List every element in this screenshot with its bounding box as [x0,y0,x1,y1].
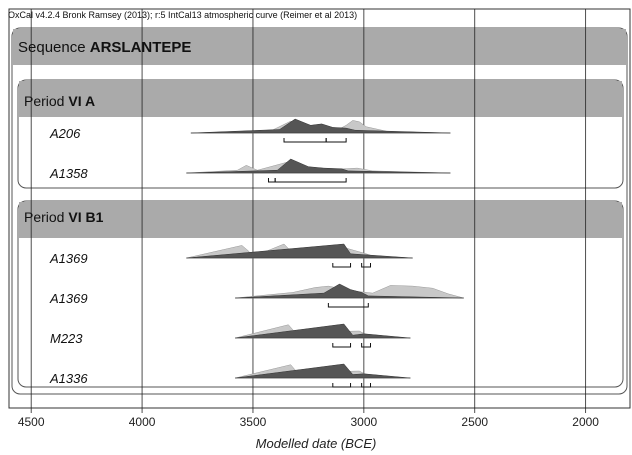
x-tick-label: 4500 [18,415,45,429]
x-tick-label: 4000 [129,415,156,429]
posterior-distribution [235,323,411,339]
period-name: VI B1 [68,209,103,225]
period-prefix: Period [24,209,68,225]
hpd-range-bracket [327,303,369,308]
sample-label: A1336 [49,371,88,386]
software-note: OxCal v4.2.4 Bronk Ramsey (2013); r:5 In… [8,10,357,20]
sequence-box [11,27,628,395]
period-header-bar [19,202,622,238]
x-tick-label: 2000 [572,415,599,429]
plot-frame [8,8,631,409]
sample-label: M223 [50,331,83,346]
hpd-range-bracket [361,263,372,268]
sequence-header-bar [13,29,626,65]
posterior-distribution [186,158,451,174]
sample-label: A206 [49,126,81,141]
period-box [17,200,624,388]
hpd-range-bracket [274,178,347,183]
sample-label: A1358 [49,166,88,181]
posterior-distribution [186,243,413,259]
sample-label: A1369 [49,251,88,266]
period-title: Period VI B1 [24,209,104,225]
period-title: Period VI A [24,93,95,109]
hpd-range-bracket [283,138,327,143]
posterior-distribution [235,363,411,379]
hpd-range-bracket [325,138,347,143]
x-tick-label: 3500 [240,415,267,429]
sample-label: A1369 [49,291,88,306]
hpd-range-bracket [267,178,276,183]
sequence-name: ARSLANTEPE [90,39,192,56]
x-axis-label: Modelled date (BCE) [256,436,377,451]
hpd-range-bracket [332,263,352,268]
period-prefix: Period [24,93,68,109]
content-layer: Period VI A A206 A1358 Period VI B1 A1369 A13… [24,93,464,388]
posterior-distribution [190,118,451,134]
period-header-bar [19,81,622,117]
period-name: VI A [68,93,95,109]
x-tick-label: 3000 [351,415,378,429]
sequence-title: Sequence ARSLANTEPE [18,39,191,56]
hpd-range-bracket [361,343,372,348]
x-tick-label: 2500 [461,415,488,429]
plot-background-layer [8,8,631,409]
period-box [17,79,624,189]
posterior-distribution [235,283,464,299]
grid-layer [30,9,587,413]
hpd-range-bracket [332,383,352,388]
hpd-range-bracket [332,343,352,348]
sequence-prefix: Sequence [18,39,86,56]
hpd-range-bracket [361,383,372,388]
